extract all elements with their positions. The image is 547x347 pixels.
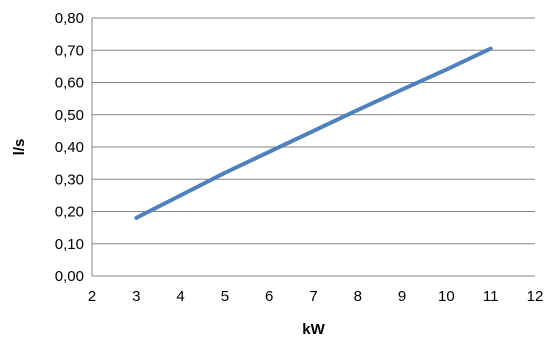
series-group: [134, 46, 493, 220]
x-tick-labels: 2 3 4 5 6 7 8 9 10 11 12: [88, 288, 544, 305]
x-tick-label: 5: [221, 288, 229, 305]
series-line: [134, 46, 493, 220]
x-tick-label: 6: [265, 288, 273, 305]
x-tick-label: 4: [176, 288, 184, 305]
x-tick-label: 8: [354, 288, 362, 305]
y-tick-label: 0,20: [55, 204, 84, 221]
y-tick-label: 0,70: [55, 42, 84, 59]
y-axis-title: l/s: [11, 139, 28, 156]
x-tick-label: 11: [483, 288, 499, 305]
y-tick-label: 0,50: [55, 107, 84, 124]
x-tick-label: 3: [132, 288, 140, 305]
y-tick-label: 0,00: [55, 268, 84, 285]
y-tick-label: 0,30: [55, 171, 84, 188]
y-tick-label: 0,80: [55, 10, 84, 27]
x-tick-label: 2: [88, 288, 96, 305]
gridlines: [92, 17, 535, 245]
y-tick-labels: 0,00 0,10 0,20 0,30 0,40 0,50 0,60 0,70 0,80: [55, 10, 84, 285]
y-tick-label: 0,40: [55, 139, 84, 156]
x-tick-label: 10: [438, 288, 455, 305]
axes: [91, 18, 535, 277]
y-tick-label: 0,60: [55, 75, 84, 92]
x-tick-label: 7: [309, 288, 317, 305]
x-tick-label: 9: [398, 288, 406, 305]
x-axis-title: kW: [302, 321, 325, 338]
y-tick-label: 0,10: [55, 236, 84, 253]
x-tick-label: 12: [527, 288, 544, 305]
